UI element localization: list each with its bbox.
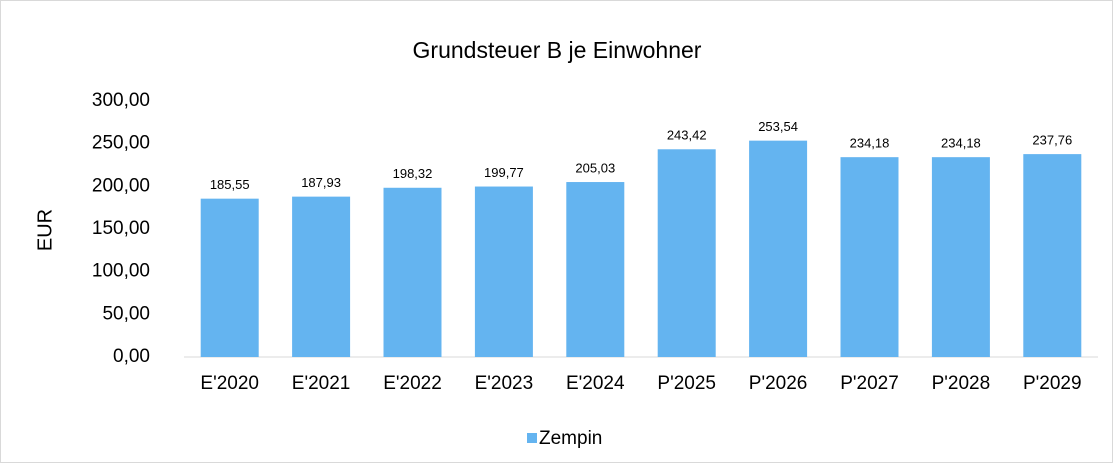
x-tick-label: P'2029	[1023, 373, 1082, 394]
bar	[840, 157, 899, 357]
bar	[566, 182, 625, 357]
data-label: 243,42	[667, 128, 707, 143]
bar	[931, 157, 990, 357]
data-label: 237,76	[1032, 133, 1072, 148]
y-tick-label: 0,00	[113, 346, 150, 367]
y-tick-label: 200,00	[92, 175, 150, 196]
data-label: 234,18	[941, 136, 981, 151]
x-tick-label: E'2020	[200, 373, 259, 394]
data-label: 199,77	[484, 165, 524, 180]
chart-title: Grundsteuer B je Einwohner	[413, 37, 702, 63]
y-tick-label: 300,00	[92, 90, 150, 111]
bar	[749, 140, 808, 357]
legend-label: Zempin	[539, 428, 602, 449]
data-label: 234,18	[850, 136, 890, 151]
x-tick-label: P'2028	[932, 373, 991, 394]
x-tick-label: E'2023	[475, 373, 534, 394]
data-label: 253,54	[758, 119, 798, 134]
bar	[1023, 154, 1082, 357]
bar	[200, 198, 259, 357]
data-label: 198,32	[393, 166, 433, 181]
y-axis-label: EUR	[34, 209, 56, 251]
x-tick-label: P'2027	[840, 373, 899, 394]
x-tick-label: E'2024	[566, 373, 625, 394]
y-tick-label: 100,00	[92, 261, 150, 282]
legend-swatch	[527, 433, 537, 443]
bar	[474, 186, 533, 357]
bar	[292, 196, 351, 357]
data-label: 185,55	[210, 177, 250, 192]
x-tick-label: P'2026	[749, 373, 808, 394]
y-tick-label: 150,00	[92, 218, 150, 239]
y-tick-label: 50,00	[102, 303, 150, 324]
bar	[657, 149, 716, 357]
data-label: 205,03	[575, 160, 615, 175]
x-tick-label: E'2021	[292, 373, 351, 394]
data-label: 187,93	[301, 175, 341, 190]
bar	[383, 187, 442, 357]
x-tick-label: P'2025	[657, 373, 716, 394]
y-tick-label: 250,00	[92, 133, 150, 154]
x-tick-label: E'2022	[383, 373, 442, 394]
